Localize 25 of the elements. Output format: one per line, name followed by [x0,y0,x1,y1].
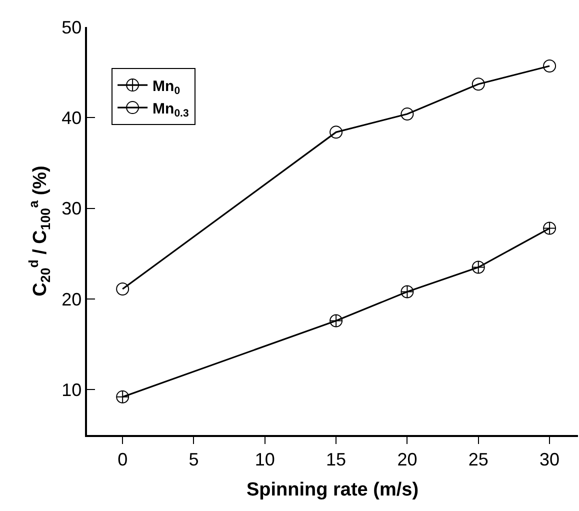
point [400,285,414,298]
point [400,108,414,121]
x-tick-label: 15 [326,449,346,470]
y-tick-label: 20 [62,289,82,310]
y-tick-label: 40 [62,108,82,128]
x-tick-label: 10 [254,449,275,470]
point [543,59,556,72]
point [543,222,556,235]
x-tick-label: 25 [468,449,488,470]
point [116,282,130,296]
y-tick-label: 30 [62,198,82,219]
point [330,314,343,328]
point [472,78,485,91]
point [330,126,343,139]
y-tick-label: 50 [62,17,82,38]
x-tick-label: 30 [540,449,560,470]
x-axis-title: Spinning rate (m/s) [246,480,419,501]
legend-label: Mn$_{0}$ [152,78,180,98]
point [116,390,130,404]
legend-label: Mn$_{0.3}$ [152,100,189,120]
point [472,260,485,274]
y-tick-label: 10 [62,380,82,400]
x-tick-label: 5 [188,449,199,470]
x-tick-label: 0 [118,449,128,470]
x-tick-label: 20 [397,449,418,470]
